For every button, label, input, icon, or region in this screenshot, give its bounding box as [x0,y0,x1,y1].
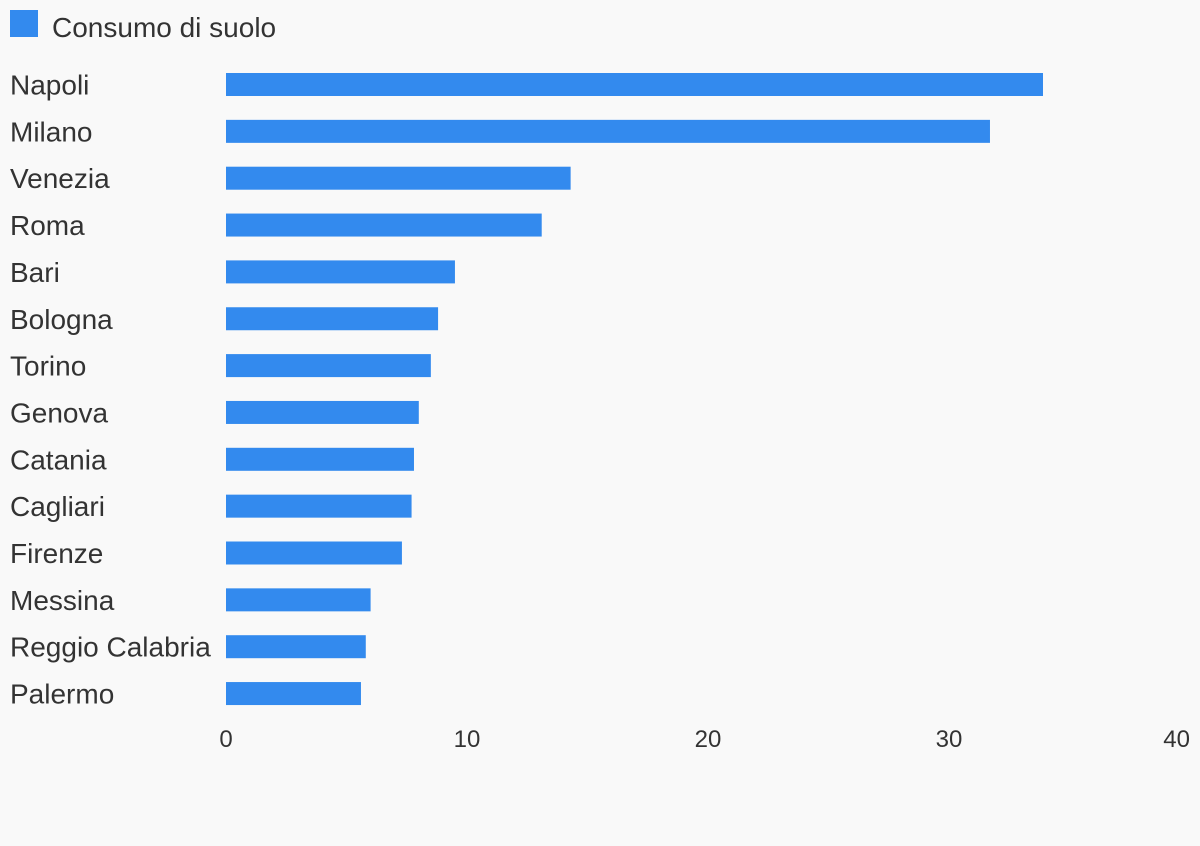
bar [226,588,371,612]
category-label: Bari [10,257,60,288]
bar [226,400,419,424]
bar [226,447,414,471]
category-axis-labels: Napoli Milano Venezia Roma Bari Bologna Torino… [10,70,211,710]
legend-swatch [10,10,38,37]
category-label: Palermo [10,679,114,710]
bar [226,119,990,143]
legend: Consumo di suolo [10,10,276,43]
category-label: Bologna [10,304,113,335]
legend-label: Consumo di suolo [52,12,276,43]
category-label: Catania [10,444,107,475]
category-label: Messina [10,585,115,616]
bar [226,635,366,659]
x-tick-label: 20 [695,726,722,753]
x-tick-label: 10 [454,726,481,753]
bar [226,494,412,518]
bar [226,213,542,237]
bar [226,541,402,565]
category-label: Cagliari [10,491,105,522]
bar [226,354,431,378]
x-tick-label: 0 [219,726,232,753]
x-tick-label: 30 [936,726,963,753]
value-axis-tick-labels: 0 10 20 30 40 [219,726,1190,753]
category-label: Napoli [10,70,89,101]
bar [226,260,455,284]
bar [226,307,439,331]
bar [226,166,571,190]
bar-series [226,73,1043,706]
bar [226,682,361,706]
category-label: Reggio Calabria [10,632,211,663]
x-tick-label: 40 [1163,726,1190,753]
category-label: Roma [10,210,85,241]
category-label: Firenze [10,538,103,569]
bar [226,73,1043,96]
category-label: Milano [10,116,92,147]
category-label: Torino [10,351,86,382]
category-label: Genova [10,397,108,428]
category-label: Venezia [10,163,110,194]
